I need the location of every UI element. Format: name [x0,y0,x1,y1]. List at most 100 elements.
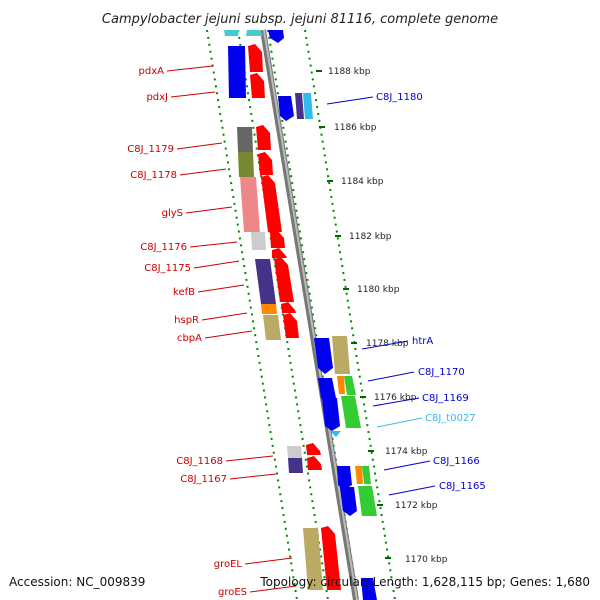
cog-bar-C8J_1176 [251,232,266,250]
kbp-label-1180: 1180 kbp [357,285,400,295]
kbp-label-1182: 1182 kbp [349,232,392,242]
kbp-label-1186: 1186 kbp [334,123,377,133]
leader-groES [249,585,297,593]
label-cbpA: cbpA [177,333,202,344]
right-gene-labels: C8J_1180 htrA C8J_1170 C8J_1169 C8J_t002… [376,92,486,492]
feature-partial-top-2 [246,30,263,36]
cog-bar-C8J_1168 [287,446,302,458]
gene-C8J_1166 [337,466,352,490]
gene-pdxA [248,44,263,72]
kbp-label-1176: 1176 kbp [374,393,417,403]
summary-text: Topology: circular; Length: 1,628,115 bp… [259,575,590,589]
cog-bar-glyS [240,177,260,232]
gene-hspR [281,302,296,313]
leader-C8J_1168 [225,455,274,462]
leader-C8J_1170 [367,371,415,382]
label-C8J_1180: C8J_1180 [376,92,423,103]
accession-text: Accession: NC_009839 [9,575,145,589]
label-glyS: glyS [162,208,183,219]
leader-groEL [244,557,293,565]
left-outer-border [206,29,298,600]
leader-C8J_1169 [372,397,420,407]
gene-cbpA [283,313,299,338]
kbp-label-1174: 1174 kbp [385,447,428,457]
label-C8J_1166: C8J_1166 [433,456,480,467]
gene-C8J_1175 [272,248,287,258]
cog-bar-C8J_1178 [238,152,254,177]
leader-C8J_1166 [383,460,431,471]
kbp-label-1188: 1188 kbp [328,67,371,77]
label-C8J_1175: C8J_1175 [144,263,191,274]
cog-bar-C8J_1165 [358,486,377,516]
cog-bar-pdxA-pdxJ [228,46,246,98]
leader-C8J_1180 [326,96,374,105]
cog-bar-htrA [332,336,350,374]
gene-C8J_1179 [256,125,271,150]
cog-bar-C8J_1170-b [344,376,356,395]
leader-pdxJ [170,91,216,98]
cog-bar-C8J_1169 [341,396,361,428]
gene-C8J_1165 [340,487,357,516]
label-kefB: kefB [173,287,195,298]
cog-bar-C8J_1180-a [295,93,304,119]
cog-bar-hspR [261,304,277,314]
gene-partial-top [268,30,284,43]
gene-partial-bottom [361,578,377,600]
left-gene-labels: pdxA pdxJ C8J_1179 C8J_1178 glyS C8J_117… [127,66,247,598]
gene-C8J_1170 [318,378,336,404]
gene-C8J_1169 [322,398,340,431]
label-htrA: htrA [412,336,433,347]
reverse-strand-features [246,30,377,600]
gene-groEL [321,526,341,590]
gene-C8J_1180 [278,96,294,121]
leader-C8J_1178 [179,168,227,176]
leader-kefB [197,284,245,293]
leader-C8J_1179 [176,142,223,150]
label-C8J_1169: C8J_1169 [422,393,469,404]
gene-pdxJ [250,73,265,98]
label-groEL: groEL [214,559,243,570]
leader-hspR [201,312,248,321]
leader-glyS [185,206,233,214]
label-pdxA: pdxA [139,66,165,77]
gene-htrA [314,338,333,374]
feature-partial-top [224,30,239,36]
gene-C8J_1176 [270,230,285,248]
label-C8J_1168: C8J_1168 [176,456,223,467]
cog-bar-C8J_1166-a [355,466,363,484]
right-label-leaders [326,96,436,496]
kbp-labels: 1188 kbp 1186 kbp 1184 kbp 1182 kbp 1180… [328,67,448,565]
gene-kefB [274,257,294,302]
cog-bar-cbpA [263,315,281,340]
cog-bar-kefB [255,259,276,304]
kbp-label-1184: 1184 kbp [341,177,384,187]
right-outer-border [304,29,396,600]
leader-htrA [361,340,409,350]
cog-bar-C8J_1180-b [303,93,313,119]
label-C8J_1167: C8J_1167 [180,474,227,485]
leader-cbpA [204,330,253,339]
cog-bar-C8J_1170-a [337,376,345,394]
genome-backbone [260,29,359,600]
label-hspR: hspR [174,315,199,326]
kbp-label-1178: 1178 kbp [366,339,409,349]
gene-C8J_1178 [258,152,273,175]
forward-strand-features [224,30,341,590]
map-title: Campylobacter jejuni subsp. jejuni 81116… [102,12,498,27]
leader-C8J_1175 [193,260,240,269]
leader-C8J_1176 [189,241,238,248]
leader-C8J_1165 [388,485,436,496]
gene-glyS [261,175,282,232]
gene-C8J_1168 [306,443,321,455]
label-groES: groES [218,587,247,598]
label-C8J_1176: C8J_1176 [140,242,187,253]
kbp-ticks [316,70,391,559]
leader-C8J_1167 [229,473,277,480]
label-C8J_1179: C8J_1179 [127,144,174,155]
kbp-label-1170: 1170 kbp [405,555,448,565]
label-C8J_1170: C8J_1170 [418,367,465,378]
label-pdxJ: pdxJ [146,92,168,103]
cog-bar-groEL [303,528,323,590]
label-C8J_t0027: C8J_t0027 [425,413,476,424]
gene-C8J_t0027 [330,431,341,437]
